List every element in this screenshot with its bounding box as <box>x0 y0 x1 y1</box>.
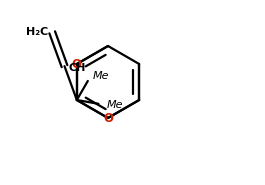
Text: Me: Me <box>107 100 123 110</box>
Text: CH: CH <box>69 63 86 73</box>
Text: Me: Me <box>93 71 109 81</box>
Text: O: O <box>103 112 113 125</box>
Text: H₂C: H₂C <box>26 27 48 37</box>
Text: O: O <box>72 58 82 70</box>
